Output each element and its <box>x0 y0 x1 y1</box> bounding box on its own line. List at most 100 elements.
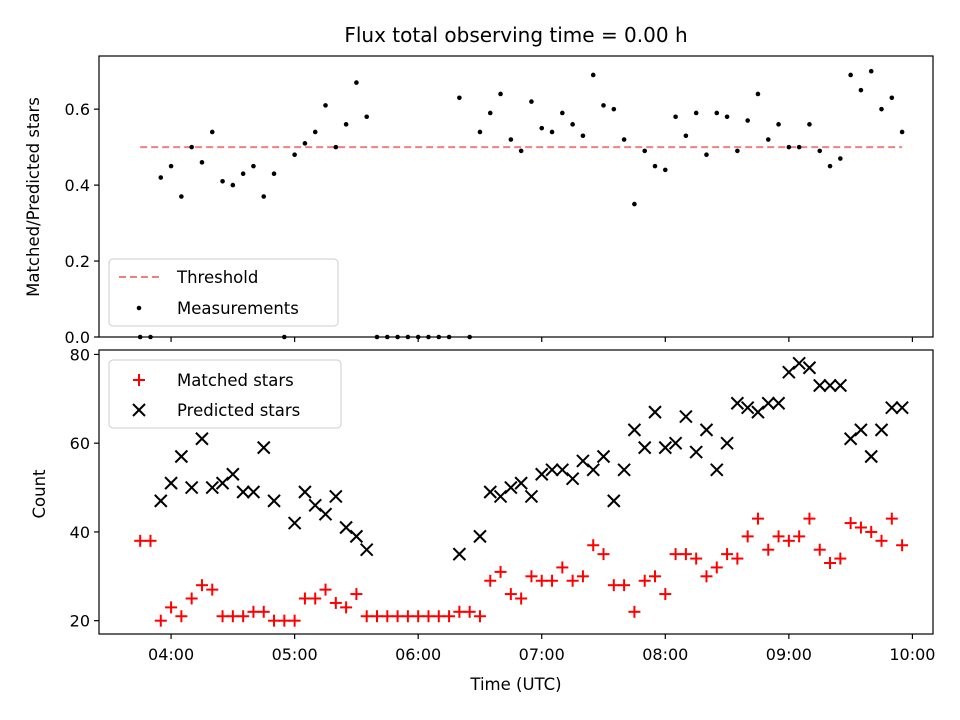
measurement-point <box>230 182 236 188</box>
predicted-star-point <box>596 449 611 464</box>
measurement-point <box>508 137 514 142</box>
matched-star-point <box>772 530 785 543</box>
measurement-point <box>570 122 575 127</box>
predicted-star-point <box>504 480 518 495</box>
predicted-star-point <box>545 463 559 477</box>
matched-star-point <box>206 583 219 596</box>
measurement-point <box>168 163 174 169</box>
matched-star-point <box>237 610 250 623</box>
measurement-point <box>199 160 205 165</box>
top-axes: 0.0 0.2 0.4 0.6 <box>65 100 914 347</box>
predicted-star-point <box>565 471 580 486</box>
legend-predicted-label: Predicted stars <box>177 401 300 420</box>
predicted-star-point <box>555 463 570 477</box>
measurement-point <box>354 80 359 85</box>
matched-star-point <box>607 579 620 592</box>
predicted-star-point <box>195 432 209 446</box>
bottom-frame <box>98 349 934 635</box>
predicted-star-point <box>215 476 230 490</box>
measurement-point <box>179 194 184 199</box>
measurement-point <box>580 133 586 139</box>
legend-predicted-swatch <box>132 403 146 417</box>
bottom-axes: 20 40 60 80 04:00 05:00 06:00 07:00 08:00 09:00 10… <box>70 345 936 664</box>
matched-star-point <box>381 610 394 623</box>
matched-star-point <box>484 574 497 587</box>
matched-star-point <box>721 548 734 561</box>
matched-star-point <box>556 561 569 574</box>
predicted-star-point <box>771 396 786 410</box>
bottom-panel: 20 40 60 80 04:00 05:00 06:00 07:00 08:00 09:00 10… <box>30 345 935 694</box>
matched-star-point <box>432 610 445 623</box>
matched-star-point <box>803 512 816 525</box>
predicted-star-point <box>730 396 745 410</box>
measurement-point <box>611 106 617 112</box>
predicted-star-point <box>298 485 312 499</box>
predicted-star-point <box>514 476 528 490</box>
bottom-xtick-label: 10:00 <box>889 645 935 664</box>
bottom-ytick-label: 80 <box>70 345 90 364</box>
measurement-point <box>879 106 884 112</box>
measurement-point <box>498 91 503 97</box>
matched-star-point <box>422 610 435 623</box>
predicted-star-point <box>359 542 374 557</box>
matched-star-point <box>628 605 641 618</box>
predicted-star-point <box>648 405 662 419</box>
matched-star-point <box>360 610 373 623</box>
matched-star-point <box>618 579 631 592</box>
measurement-point <box>477 129 483 135</box>
matched-star-point <box>690 552 703 565</box>
matched-star-point <box>412 610 425 623</box>
predicted-star-point <box>607 494 621 508</box>
matched-star-point <box>875 534 888 547</box>
measurement-point <box>302 141 308 146</box>
matched-star-point <box>298 592 311 605</box>
matched-star-point <box>834 552 847 565</box>
bottom-xtick-label: 06:00 <box>395 645 441 664</box>
matched-star-point <box>134 534 147 547</box>
measurement-point <box>487 110 493 116</box>
bottom-ytick-label: 60 <box>70 434 90 453</box>
measurement-point <box>189 144 194 150</box>
measurement-point <box>333 144 339 150</box>
predicted-star-point <box>761 396 775 410</box>
measurement-point <box>755 91 761 97</box>
measurement-point <box>735 148 740 154</box>
legend-matched-swatch <box>133 374 145 386</box>
predicted-star-point <box>720 436 734 450</box>
matched-star-point <box>504 588 517 601</box>
top-ytick-label: 0.2 <box>65 252 90 271</box>
top-frame <box>98 55 934 338</box>
matched-star-point <box>700 570 713 583</box>
matched-star-point <box>597 548 610 561</box>
predicted-star-point <box>576 454 590 468</box>
measurement-point <box>292 152 297 158</box>
matched-star-point <box>154 614 167 627</box>
bottom-legend: Matched stars Predicted stars <box>108 359 342 429</box>
predicted-star-point <box>308 498 322 513</box>
top-legend-box <box>108 258 339 327</box>
measurement-point <box>601 103 606 108</box>
measurement-point <box>683 133 689 139</box>
measurement-point <box>673 114 678 120</box>
measurement-point <box>549 129 555 135</box>
predicted-star-point <box>813 378 827 393</box>
predicted-star-point <box>329 489 343 504</box>
matched-star-point <box>350 588 363 601</box>
matched-star-point <box>782 534 795 547</box>
predicted-star-point <box>823 378 837 393</box>
matched-star-point <box>340 601 353 614</box>
matched-star-point <box>659 588 672 601</box>
matched-star-point <box>329 596 342 609</box>
predicted-star-point <box>782 365 796 379</box>
measurement-point <box>642 148 648 154</box>
measurement-point <box>590 72 596 78</box>
matched-star-point <box>288 614 301 627</box>
matched-star-point <box>443 610 456 623</box>
matched-star-point <box>865 525 878 538</box>
matched-star-point <box>319 583 332 596</box>
predicted-star-point <box>205 480 219 495</box>
matched-star-point <box>679 548 692 561</box>
legend-matched-label: Matched stars <box>177 371 294 390</box>
predicted-star-point <box>668 436 683 450</box>
measurement-point <box>714 110 720 116</box>
